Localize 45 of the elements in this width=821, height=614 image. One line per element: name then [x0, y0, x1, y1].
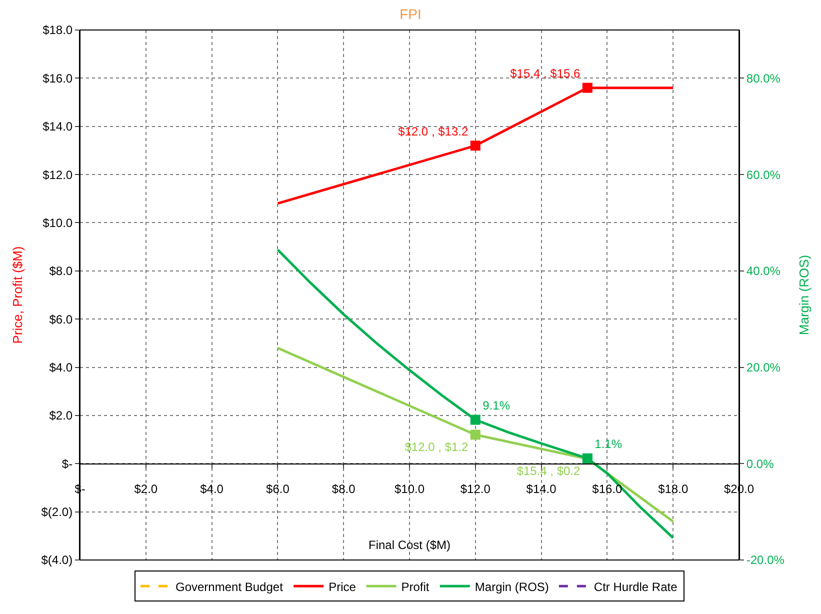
y2-tick-label: -20.0%: [746, 553, 785, 568]
x-tick-label: $4.0: [200, 482, 224, 496]
x-tick-label: $10.0: [394, 482, 425, 496]
data-label: $15.4 , $15.6: [510, 66, 581, 81]
x-tick-label: $18.0: [658, 482, 688, 496]
x-tick-label: $6.0: [266, 482, 290, 496]
y-tick-label: $8.0: [49, 264, 73, 278]
y-tick-label: $6.0: [49, 312, 73, 326]
x-axis-title: Final Cost ($M): [368, 538, 451, 552]
y-tick-label: $18.0: [42, 23, 73, 38]
legend-label: Price: [328, 580, 356, 594]
point: [582, 82, 592, 93]
legend-label: Profit: [401, 580, 430, 594]
y-tick-label: $14.0: [42, 120, 73, 134]
y-tick-label: $-: [62, 456, 73, 471]
y-tick-label: $4.0: [49, 360, 73, 374]
x-tick-label: $16.0: [592, 482, 623, 496]
x-tick-label: $8.0: [332, 482, 356, 496]
data-label: $12.0 , $13.2: [398, 124, 468, 138]
y-axis-title: Price, Profit ($M): [10, 246, 26, 344]
y2-tick-label: 60.0%: [746, 168, 781, 182]
y-tick-label: $(4.0): [41, 553, 73, 568]
x-tick-label: $12.0: [460, 482, 491, 496]
y-tick-label: $10.0: [42, 216, 73, 230]
data-label: $15.4 , $0.2: [516, 464, 580, 478]
y-tick-label: $16.0: [42, 71, 73, 86]
data-label: 1.1%: [594, 437, 622, 452]
legend-label: Ctr Hurdle Rate: [594, 580, 678, 594]
y2-tick-label: 80.0%: [746, 71, 781, 86]
x-tick-label: $14.0: [526, 482, 557, 496]
y2-tick-label: 0.0%: [746, 456, 774, 471]
y-tick-label: $2.0: [49, 408, 73, 423]
legend-label: Margin (ROS): [474, 580, 549, 594]
data-label: 9.1%: [482, 398, 510, 413]
data-label: $12.0 , $1.2: [404, 440, 468, 454]
legend-label: Government Budget: [176, 580, 284, 594]
y-tick-label: $(2.0): [41, 505, 73, 520]
y2-tick-label: 20.0%: [746, 360, 781, 374]
point: [470, 140, 480, 151]
point: [470, 430, 480, 440]
y2-tick-label: 40.0%: [746, 264, 781, 278]
x-tick-label: $2.0: [134, 482, 158, 496]
y-tick-label: $12.0: [42, 168, 73, 182]
chart-title: FPI: [400, 6, 422, 22]
y2-axis-title: Margin (ROS): [796, 254, 812, 336]
